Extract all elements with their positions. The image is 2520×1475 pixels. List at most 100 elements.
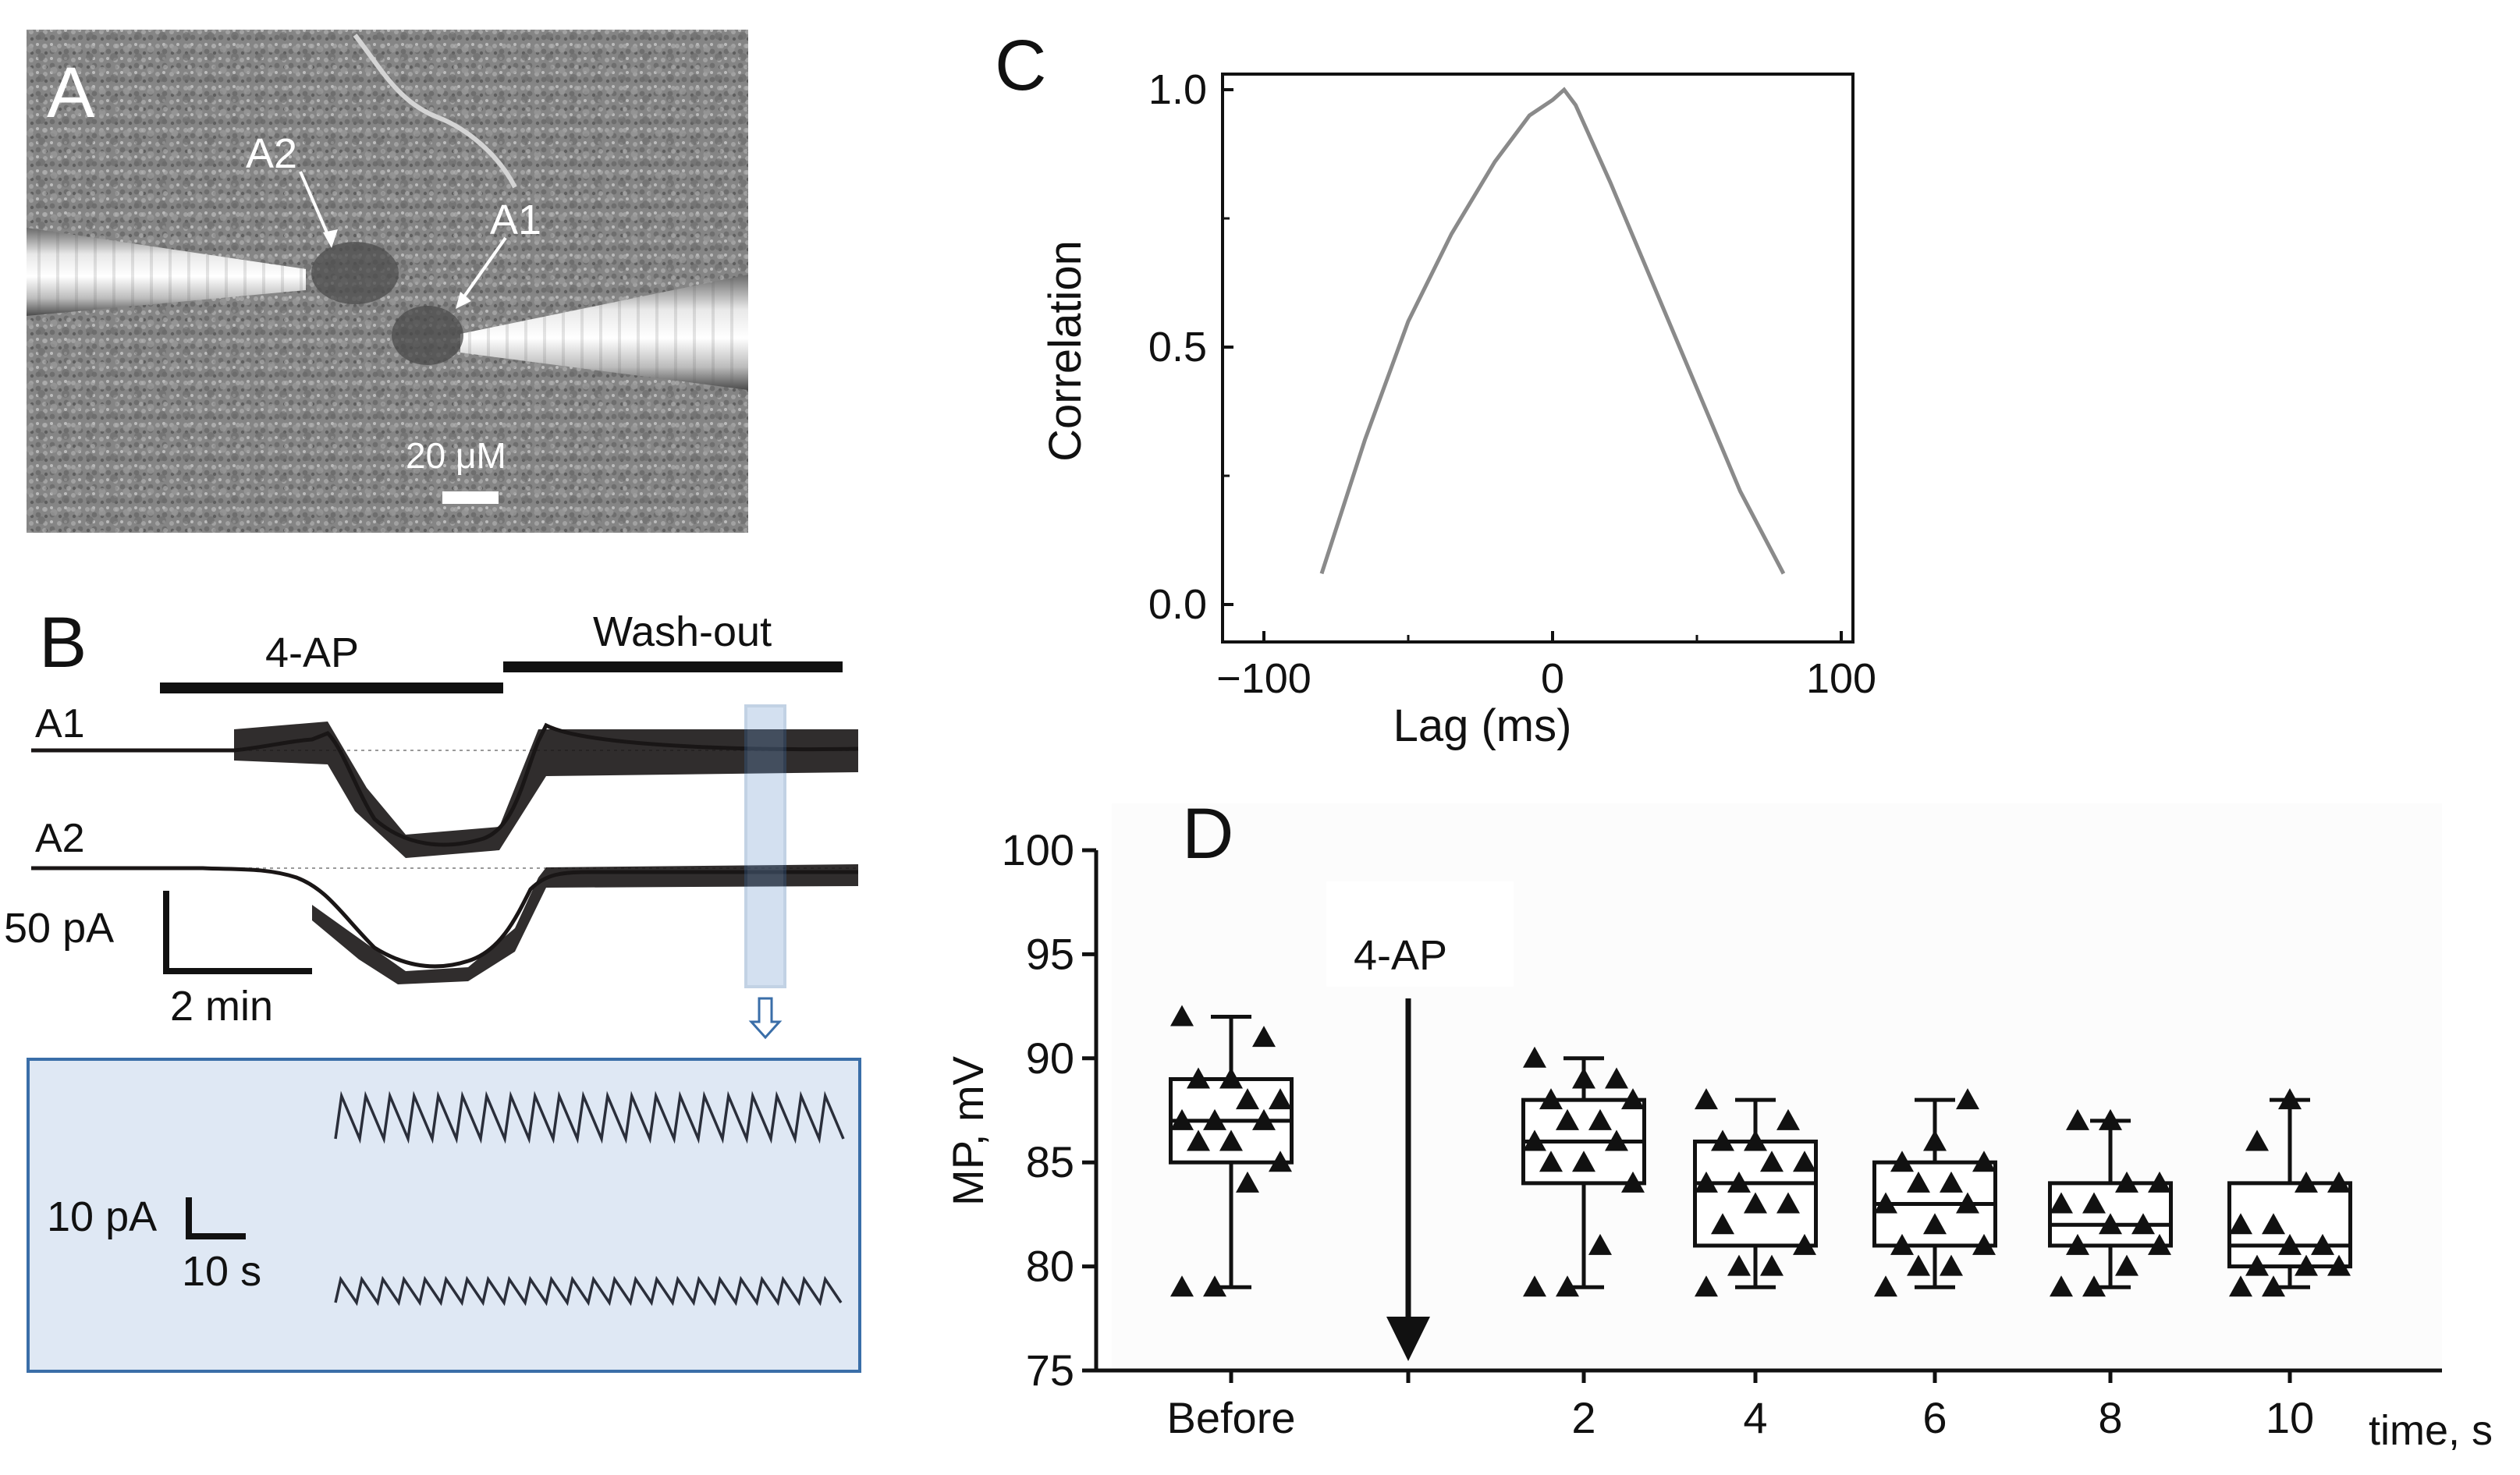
box-2s: [1521, 1046, 1646, 1297]
panel-d-boxes: [1169, 1005, 2352, 1297]
trace-label-a1: A1: [35, 701, 85, 746]
condition-washout: Wash-out: [593, 608, 772, 655]
bar-washout: [503, 661, 843, 672]
data-point-triangle: [2148, 1233, 2171, 1255]
c-x-axis-label: Lag (ms): [1393, 700, 1572, 751]
data-point-triangle: [1760, 1151, 1784, 1172]
c-y-tick-label: 0.0: [1148, 581, 1207, 628]
d-x-tick-label: 6: [1922, 1393, 1947, 1442]
inset-scale-x-label: 10 s: [182, 1248, 261, 1295]
data-point-triangle: [1556, 1108, 1579, 1130]
data-point-triangle: [2311, 1233, 2334, 1255]
data-point-triangle: [2050, 1275, 2073, 1297]
scale-y-label: 50 pA: [4, 905, 114, 952]
data-point-triangle: [1539, 1088, 1563, 1110]
data-point-triangle: [1760, 1254, 1784, 1276]
d-x-tick-label: 4: [1743, 1393, 1767, 1442]
cell-a1: [392, 306, 463, 365]
trace-label-a2: A2: [35, 816, 85, 861]
bar-4ap: [160, 683, 503, 693]
data-point-triangle: [2066, 1108, 2089, 1130]
data-point-triangle: [1219, 1129, 1243, 1151]
data-point-triangle: [1907, 1254, 1930, 1276]
annotation-4ap: 4-AP: [1354, 932, 1447, 979]
data-point-triangle: [2229, 1213, 2252, 1235]
box-iqr: [2048, 1181, 2173, 1248]
d-y-axis-label: MP, mV: [943, 1055, 992, 1206]
data-point-triangle: [1252, 1026, 1276, 1048]
c-x-tick-label: 100: [1806, 655, 1876, 702]
d-y-tick-label: 95: [1026, 929, 1074, 978]
scale-x-label: 2 min: [170, 983, 273, 1030]
scale-bar: [442, 491, 499, 504]
data-point-triangle: [1219, 1067, 1243, 1089]
condition-4ap: 4-AP: [265, 629, 359, 676]
data-point-triangle: [1523, 1129, 1546, 1151]
panel-c-frame: [1221, 73, 1855, 644]
cell-label-a2: A2: [246, 130, 297, 177]
data-point-triangle: [1605, 1067, 1628, 1089]
data-point-triangle: [1170, 1005, 1194, 1026]
data-point-triangle: [1269, 1151, 1292, 1172]
data-point-triangle: [2115, 1254, 2138, 1276]
c-x-tick-label: −100: [1216, 655, 1311, 702]
panel-b-label: B: [39, 603, 87, 683]
panel-c: C −100 0 100 0.0 0.5 1.0 Lag (ms) Correlation: [995, 26, 1876, 751]
box-8s: [2048, 1108, 2173, 1297]
data-point-triangle: [1236, 1171, 1259, 1193]
left-pipette-stripes: [27, 228, 306, 316]
data-point-triangle: [1269, 1088, 1292, 1110]
data-point-triangle: [2099, 1108, 2122, 1130]
panel-a: A A2 A1 20 μM: [27, 30, 748, 533]
c-x-tick-label: 0: [1541, 655, 1564, 702]
scale-bar-label: 20 μM: [406, 435, 506, 476]
data-point-triangle: [1523, 1275, 1546, 1297]
data-point-triangle: [1890, 1151, 1914, 1172]
data-point-triangle: [1711, 1213, 1734, 1235]
d-x-axis-label: time, s: [2369, 1407, 2493, 1454]
data-point-triangle: [1727, 1171, 1751, 1193]
annotation-arrowhead-icon: [1386, 1317, 1430, 1361]
inset-trace-a2: [334, 1275, 843, 1307]
data-point-triangle: [2262, 1213, 2285, 1235]
inset-scale-y-label: 10 pA: [47, 1193, 157, 1240]
data-point-triangle: [1776, 1192, 1800, 1214]
arrowhead-a2: [323, 229, 338, 248]
data-point-triangle: [1523, 1046, 1546, 1068]
data-point-triangle: [2050, 1192, 2073, 1214]
data-point-triangle: [2066, 1233, 2089, 1255]
data-point-triangle: [1187, 1129, 1210, 1151]
annotation-box: [1326, 881, 1514, 987]
panel-d-axes: 75 80 85 90 95 100 Before 2 4 6 8 10: [1002, 825, 2442, 1442]
data-point-triangle: [1890, 1233, 1914, 1255]
data-point-triangle: [1793, 1233, 1816, 1255]
data-point-triangle: [1588, 1108, 1612, 1130]
data-point-triangle: [2327, 1171, 2351, 1193]
data-point-triangle: [2295, 1254, 2318, 1276]
data-point-triangle: [2245, 1129, 2269, 1151]
data-point-triangle: [1744, 1192, 1767, 1214]
data-point-triangle: [1695, 1275, 1718, 1297]
trace-a2: [31, 866, 858, 969]
dendrite: [353, 34, 517, 189]
data-point-triangle: [2245, 1254, 2269, 1276]
panel-d-label: D: [1182, 794, 1233, 874]
data-point-triangle: [2229, 1275, 2252, 1297]
inset-trace-a1: [334, 1090, 845, 1144]
data-point-triangle: [1923, 1213, 1947, 1235]
box-10s: [2227, 1088, 2352, 1297]
data-point-triangle: [1621, 1171, 1645, 1193]
data-point-triangle: [1695, 1088, 1718, 1110]
data-point-triangle: [1940, 1254, 1963, 1276]
panel-c-axes: −100 0 100 0.0 0.5 1.0: [1148, 66, 1876, 702]
data-point-triangle: [1621, 1088, 1645, 1110]
data-point-triangle: [1572, 1067, 1595, 1089]
d-y-tick-label: 80: [1026, 1242, 1074, 1291]
panel-b: B 4-AP Wash-out A1 A2 50 pA 2 min 10 pA: [4, 603, 861, 1373]
panel-c-label: C: [995, 26, 1046, 105]
data-point-triangle: [1187, 1067, 1210, 1089]
data-point-triangle: [2115, 1171, 2138, 1193]
d-x-tick-label: 2: [1571, 1393, 1595, 1442]
cell-a2: [311, 242, 399, 304]
